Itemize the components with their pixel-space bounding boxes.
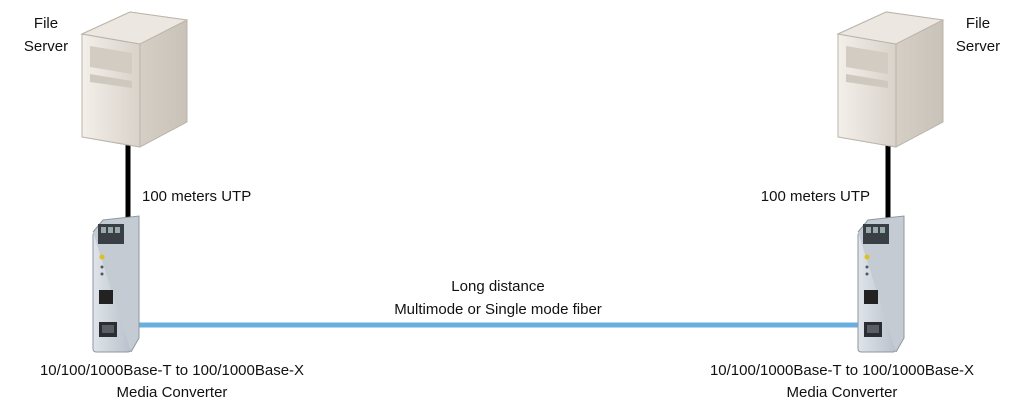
media-converter <box>92 215 140 353</box>
file-server <box>837 11 944 148</box>
media-converter <box>857 215 905 353</box>
file-server <box>81 11 188 148</box>
server-label: File <box>966 15 990 32</box>
cable-label: 100 meters UTP <box>142 188 251 205</box>
converter-label: 10/100/1000Base-T to 100/1000Base-X <box>710 362 974 379</box>
converter-label: Media Converter <box>117 384 228 401</box>
server-label: Server <box>956 38 1000 55</box>
converter-label: 10/100/1000Base-T to 100/1000Base-X <box>40 362 304 379</box>
server-label: File <box>34 15 58 32</box>
server-label: Server <box>24 38 68 55</box>
link-label: Multimode or Single mode fiber <box>394 301 602 318</box>
converter-label: Media Converter <box>787 384 898 401</box>
cable-label: 100 meters UTP <box>761 188 870 205</box>
link-label: Long distance <box>451 278 544 295</box>
